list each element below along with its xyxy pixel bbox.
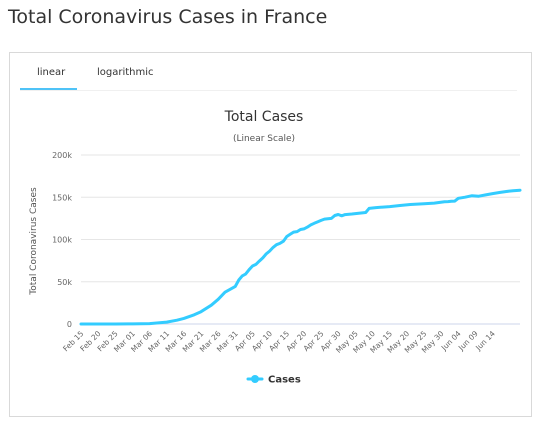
y-tick-label: 100k (52, 236, 72, 245)
series-layer (79, 188, 522, 326)
chart-subtitle: (Linear Scale) (233, 134, 295, 144)
y-tick-label: 150k (52, 193, 72, 202)
tab-linear[interactable]: linear (37, 67, 66, 78)
legend-swatch-marker (251, 375, 259, 383)
legend[interactable]: Cases (246, 375, 301, 386)
chart-panel: linear logarithmic Total Cases (Linear S… (9, 52, 532, 417)
gridlines (81, 154, 520, 325)
y-tick-label: 50k (57, 278, 72, 287)
y-tick-label: 0 (67, 320, 72, 329)
tab-logarithmic[interactable]: logarithmic (97, 67, 154, 78)
page-title: Total Coronavirus Cases in France (8, 6, 328, 28)
y-axis-label: Total Coronavirus Cases (29, 187, 39, 296)
chart-title: Total Cases (224, 109, 304, 125)
legend-label-cases: Cases (268, 375, 301, 386)
line-chart: Total Cases (Linear Scale) Total Coronav… (29, 109, 522, 386)
series-line-cases (79, 188, 522, 326)
active-tab-indicator (20, 88, 77, 90)
y-tick-label: 200k (52, 151, 72, 160)
tab-divider (20, 90, 517, 91)
y-tick-labels: 0 50k 100k 150k 200k (52, 151, 72, 329)
